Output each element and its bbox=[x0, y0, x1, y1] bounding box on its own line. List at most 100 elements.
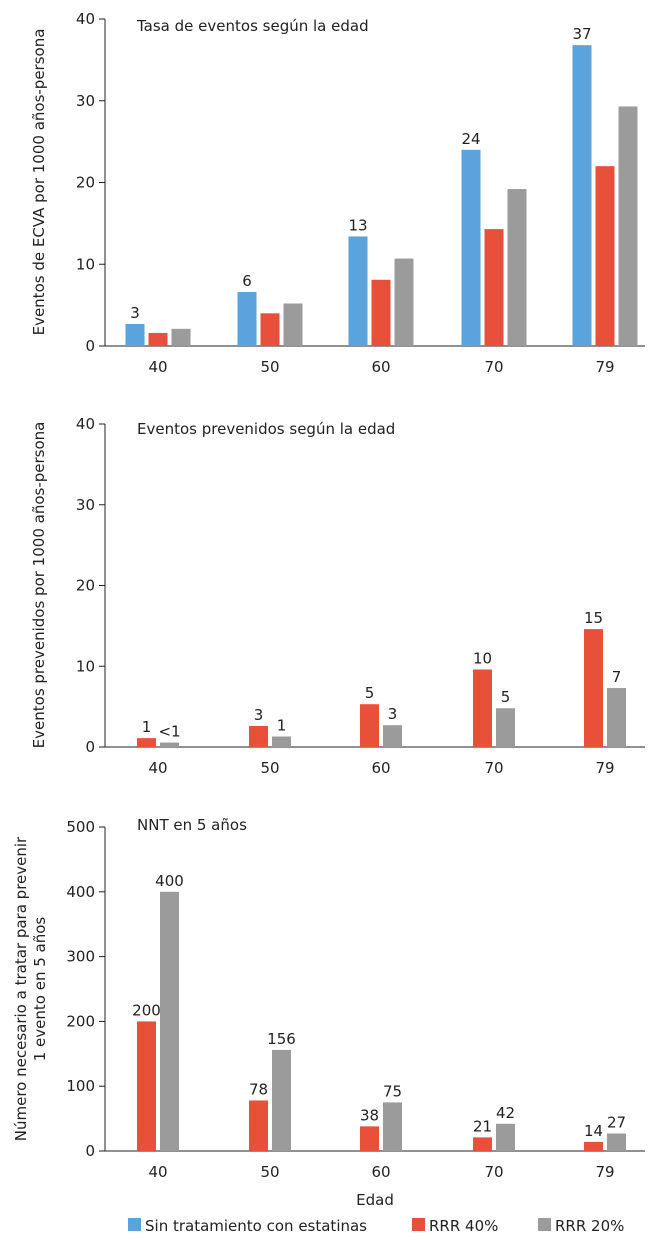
y-tick-label: 0 bbox=[85, 337, 95, 355]
bar bbox=[283, 303, 303, 346]
data-label: 156 bbox=[267, 1030, 296, 1048]
bar bbox=[595, 166, 615, 346]
bar bbox=[584, 629, 603, 747]
data-label: 3 bbox=[254, 706, 264, 724]
data-label: 3 bbox=[130, 304, 140, 322]
data-label: 7 bbox=[612, 668, 622, 686]
legend-item: RRR 20% bbox=[555, 1217, 624, 1235]
chart-title: NNT en 5 años bbox=[137, 816, 247, 834]
x-tick-label: 79 bbox=[595, 759, 614, 777]
x-tick-label: 70 bbox=[484, 1163, 503, 1181]
bar bbox=[260, 313, 280, 346]
data-label: 5 bbox=[365, 684, 375, 702]
data-label: 1 bbox=[142, 718, 152, 736]
x-tick-label: 70 bbox=[484, 358, 503, 376]
data-label: 1 bbox=[277, 717, 287, 735]
bar bbox=[160, 891, 179, 1151]
y-tick-label: 10 bbox=[76, 657, 95, 675]
legend-swatch bbox=[538, 1218, 551, 1231]
x-tick-label: 60 bbox=[371, 1163, 390, 1181]
bar bbox=[348, 236, 368, 346]
data-label: 3 bbox=[388, 705, 398, 723]
y-tick-label: 200 bbox=[66, 1012, 95, 1030]
data-label: 200 bbox=[132, 1001, 161, 1019]
chart-title: Tasa de eventos según la edad bbox=[136, 17, 369, 35]
y-tick-label: 10 bbox=[76, 255, 95, 273]
bar bbox=[607, 688, 626, 747]
y-tick-label: 500 bbox=[66, 818, 95, 836]
bar bbox=[137, 738, 156, 747]
y-axis-label-line: 1 evento en 5 años bbox=[31, 917, 49, 1062]
legend-swatch bbox=[412, 1218, 425, 1231]
bar bbox=[371, 279, 391, 346]
bar bbox=[360, 704, 379, 747]
x-tick-label: 60 bbox=[371, 759, 390, 777]
legend-item: RRR 40% bbox=[429, 1217, 498, 1235]
bar bbox=[607, 1133, 626, 1151]
y-tick-label: 30 bbox=[76, 92, 95, 110]
y-tick-label: 20 bbox=[76, 577, 95, 595]
bar bbox=[473, 669, 492, 747]
bar bbox=[507, 189, 527, 346]
legend-item: Sin tratamiento con estatinas bbox=[145, 1217, 367, 1235]
x-tick-label: 40 bbox=[148, 1163, 167, 1181]
bar bbox=[584, 1141, 603, 1151]
y-tick-label: 0 bbox=[85, 738, 95, 756]
y-tick-label: 400 bbox=[66, 883, 95, 901]
bar bbox=[249, 1100, 268, 1151]
data-label: 10 bbox=[473, 649, 492, 667]
data-label: 37 bbox=[572, 25, 591, 43]
bar bbox=[249, 726, 268, 747]
y-axis-label: Eventos prevenidos por 1000 años-persona bbox=[30, 422, 48, 749]
bar bbox=[272, 736, 291, 747]
bar bbox=[125, 323, 145, 346]
x-tick-label: 79 bbox=[595, 1163, 614, 1181]
y-tick-label: 40 bbox=[76, 415, 95, 433]
data-label: 13 bbox=[348, 216, 367, 234]
bar bbox=[148, 332, 168, 346]
data-label: 42 bbox=[496, 1104, 515, 1122]
x-axis-label: Edad bbox=[356, 1191, 394, 1209]
chart-title: Eventos prevenidos según la edad bbox=[137, 420, 395, 438]
bar bbox=[272, 1049, 291, 1151]
bar bbox=[572, 45, 592, 346]
data-label: 21 bbox=[473, 1117, 492, 1135]
x-tick-label: 79 bbox=[595, 358, 614, 376]
data-label: 15 bbox=[584, 609, 603, 627]
y-tick-label: 20 bbox=[76, 174, 95, 192]
data-label: 400 bbox=[155, 872, 184, 890]
data-label: 38 bbox=[360, 1106, 379, 1124]
y-tick-label: 40 bbox=[76, 10, 95, 28]
bar bbox=[383, 725, 402, 747]
bar bbox=[496, 708, 515, 747]
data-label: 6 bbox=[242, 272, 252, 290]
bar bbox=[461, 149, 481, 346]
x-tick-label: 70 bbox=[484, 759, 503, 777]
data-label: 24 bbox=[461, 130, 480, 148]
x-tick-label: 50 bbox=[260, 759, 279, 777]
bar bbox=[484, 229, 504, 346]
y-tick-label: 30 bbox=[76, 496, 95, 514]
bar bbox=[137, 1021, 156, 1151]
bar bbox=[237, 292, 257, 346]
data-label: 75 bbox=[383, 1082, 402, 1100]
bar bbox=[473, 1137, 492, 1151]
y-tick-label: 0 bbox=[85, 1142, 95, 1160]
data-label: 78 bbox=[249, 1080, 268, 1098]
y-axis-label: Número necesario a tratar para prevenir1… bbox=[12, 836, 49, 1141]
y-tick-label: 100 bbox=[66, 1077, 95, 1095]
x-tick-label: 50 bbox=[260, 1163, 279, 1181]
data-label: 5 bbox=[501, 688, 511, 706]
bar bbox=[618, 106, 638, 346]
bar bbox=[360, 1126, 379, 1151]
y-axis-label-line: Número necesario a tratar para prevenir bbox=[12, 836, 30, 1141]
x-tick-label: 60 bbox=[371, 358, 390, 376]
bar bbox=[383, 1102, 402, 1151]
bar bbox=[394, 258, 414, 346]
legend-swatch bbox=[128, 1218, 141, 1231]
bar bbox=[160, 742, 179, 747]
y-axis-label: Eventos de ECVA por 1000 años-persona bbox=[30, 29, 48, 336]
x-tick-label: 40 bbox=[148, 759, 167, 777]
data-label: <1 bbox=[158, 723, 180, 741]
